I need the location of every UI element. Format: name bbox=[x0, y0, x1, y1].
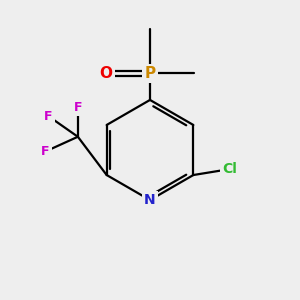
Text: P: P bbox=[144, 66, 156, 81]
Text: F: F bbox=[74, 101, 82, 114]
Text: N: N bbox=[144, 193, 156, 207]
Text: O: O bbox=[99, 66, 112, 81]
Text: F: F bbox=[44, 110, 53, 123]
Text: F: F bbox=[41, 145, 50, 158]
Text: Cl: Cl bbox=[222, 162, 237, 176]
